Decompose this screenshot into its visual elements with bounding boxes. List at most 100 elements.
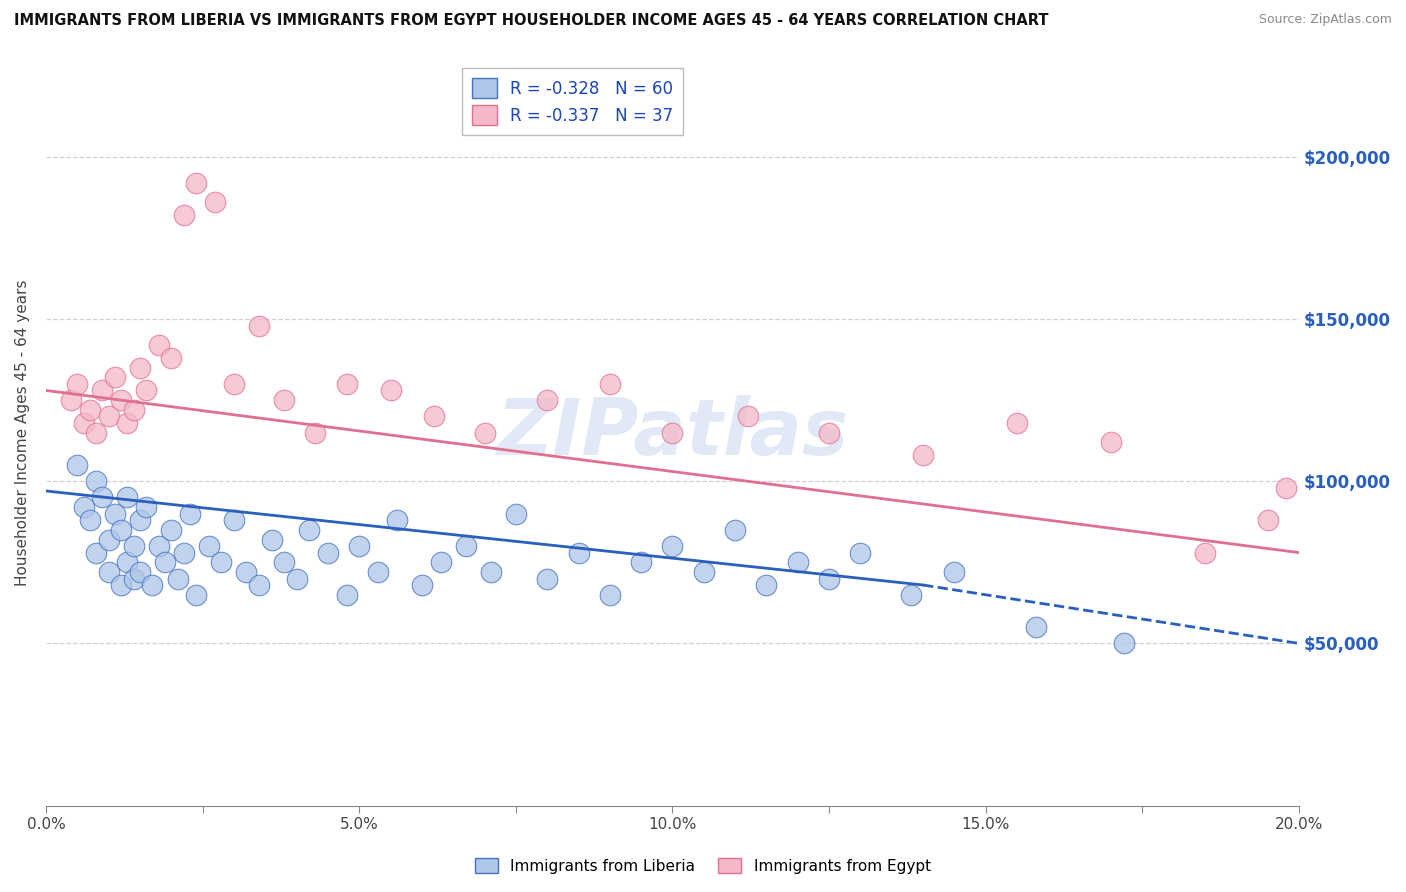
- Point: [97, 565, 120, 579]
- Point: [72, 416, 94, 430]
- Point: [273, 393, 295, 408]
- Point: [173, 208, 195, 222]
- Point: [385, 513, 408, 527]
- Point: [285, 572, 308, 586]
- Point: [818, 572, 841, 586]
- Point: [104, 370, 127, 384]
- Point: [1025, 620, 1047, 634]
- Text: Source: ZipAtlas.com: Source: ZipAtlas.com: [1258, 13, 1392, 27]
- Point: [429, 555, 451, 569]
- Point: [122, 403, 145, 417]
- Point: [84, 546, 107, 560]
- Point: [141, 578, 163, 592]
- Point: [160, 351, 183, 365]
- Point: [110, 393, 132, 408]
- Point: [298, 523, 321, 537]
- Point: [849, 546, 872, 560]
- Legend: R = -0.328   N = 60, R = -0.337   N = 37: R = -0.328 N = 60, R = -0.337 N = 37: [461, 68, 683, 136]
- Point: [110, 523, 132, 537]
- Point: [209, 555, 232, 569]
- Point: [912, 448, 935, 462]
- Point: [693, 565, 716, 579]
- Point: [336, 376, 359, 391]
- Point: [166, 572, 188, 586]
- Point: [1099, 435, 1122, 450]
- Point: [148, 539, 170, 553]
- Point: [179, 507, 201, 521]
- Point: [153, 555, 176, 569]
- Point: [129, 360, 152, 375]
- Point: [122, 572, 145, 586]
- Point: [536, 572, 558, 586]
- Point: [135, 500, 157, 515]
- Point: [247, 578, 270, 592]
- Point: [97, 409, 120, 424]
- Point: [380, 384, 402, 398]
- Point: [135, 384, 157, 398]
- Text: ZIPatlas: ZIPatlas: [496, 394, 849, 471]
- Point: [661, 539, 683, 553]
- Point: [454, 539, 477, 553]
- Point: [160, 523, 183, 537]
- Point: [630, 555, 652, 569]
- Point: [1275, 481, 1298, 495]
- Point: [117, 555, 139, 569]
- Point: [1194, 546, 1216, 560]
- Point: [66, 376, 89, 391]
- Point: [304, 425, 326, 440]
- Point: [943, 565, 966, 579]
- Point: [204, 195, 226, 210]
- Point: [755, 578, 778, 592]
- Point: [173, 546, 195, 560]
- Point: [316, 546, 339, 560]
- Point: [186, 588, 208, 602]
- Point: [129, 513, 152, 527]
- Point: [235, 565, 257, 579]
- Point: [411, 578, 433, 592]
- Point: [900, 588, 922, 602]
- Y-axis label: Householder Income Ages 45 - 64 years: Householder Income Ages 45 - 64 years: [15, 279, 30, 586]
- Text: IMMIGRANTS FROM LIBERIA VS IMMIGRANTS FROM EGYPT HOUSEHOLDER INCOME AGES 45 - 64: IMMIGRANTS FROM LIBERIA VS IMMIGRANTS FR…: [14, 13, 1049, 29]
- Point: [273, 555, 295, 569]
- Point: [91, 384, 114, 398]
- Point: [260, 533, 283, 547]
- Point: [818, 425, 841, 440]
- Point: [60, 393, 83, 408]
- Point: [91, 491, 114, 505]
- Point: [737, 409, 759, 424]
- Point: [599, 588, 621, 602]
- Point: [110, 578, 132, 592]
- Point: [222, 376, 245, 391]
- Point: [423, 409, 446, 424]
- Point: [122, 539, 145, 553]
- Point: [198, 539, 221, 553]
- Point: [661, 425, 683, 440]
- Point: [79, 513, 101, 527]
- Point: [336, 588, 359, 602]
- Point: [66, 458, 89, 472]
- Point: [104, 507, 127, 521]
- Point: [786, 555, 808, 569]
- Point: [474, 425, 496, 440]
- Point: [117, 416, 139, 430]
- Point: [72, 500, 94, 515]
- Point: [84, 425, 107, 440]
- Point: [247, 318, 270, 333]
- Point: [129, 565, 152, 579]
- Point: [367, 565, 389, 579]
- Point: [1112, 636, 1135, 650]
- Point: [599, 376, 621, 391]
- Point: [347, 539, 370, 553]
- Point: [117, 491, 139, 505]
- Point: [505, 507, 527, 521]
- Point: [79, 403, 101, 417]
- Legend: Immigrants from Liberia, Immigrants from Egypt: Immigrants from Liberia, Immigrants from…: [470, 852, 936, 880]
- Point: [536, 393, 558, 408]
- Point: [148, 338, 170, 352]
- Point: [1257, 513, 1279, 527]
- Point: [222, 513, 245, 527]
- Point: [97, 533, 120, 547]
- Point: [724, 523, 747, 537]
- Point: [567, 546, 589, 560]
- Point: [479, 565, 502, 579]
